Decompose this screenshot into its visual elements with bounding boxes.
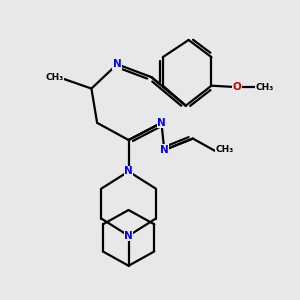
Text: N: N — [160, 145, 169, 155]
Text: O: O — [233, 82, 242, 92]
Text: CH₃: CH₃ — [215, 146, 233, 154]
Text: N: N — [124, 167, 133, 176]
Text: N: N — [113, 59, 122, 69]
Text: N: N — [124, 231, 133, 241]
Text: CH₃: CH₃ — [255, 82, 273, 91]
Text: CH₃: CH₃ — [45, 73, 63, 82]
Text: N: N — [157, 118, 166, 128]
